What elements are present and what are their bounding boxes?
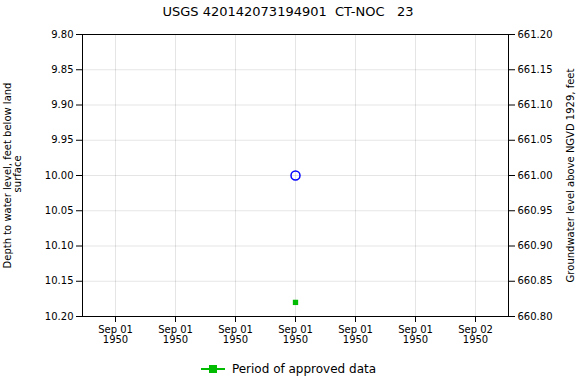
svg-text:Sep 011950: Sep 011950 [398, 324, 433, 345]
svg-text:9.90: 9.90 [51, 99, 73, 110]
svg-text:9.85: 9.85 [51, 64, 73, 75]
svg-text:9.80: 9.80 [51, 29, 73, 40]
svg-text:660.85: 660.85 [518, 275, 553, 286]
html-text:Period of approved data: Period of approved data [231, 362, 377, 376]
svg-text:Sep 011950: Sep 011950 [338, 324, 373, 345]
svg-text:10.00: 10.00 [45, 170, 74, 181]
svg-text:10.15: 10.15 [45, 275, 74, 286]
svg-text:Sep 021950: Sep 021950 [458, 324, 493, 345]
svg-text:660.95: 660.95 [518, 205, 553, 216]
svg-text:Sep 011950: Sep 011950 [218, 324, 253, 345]
svg-text:10.10: 10.10 [45, 240, 74, 251]
svg-text:660.90: 660.90 [518, 240, 553, 251]
svg-text:10.20: 10.20 [45, 311, 74, 322]
svg-text:661.20: 661.20 [518, 29, 553, 40]
svg-text:Groundwater level above NGVD 1: Groundwater level above NGVD 1929, feet [565, 69, 576, 283]
svg-text:661.00: 661.00 [518, 170, 553, 181]
svg-text:10.05: 10.05 [45, 205, 74, 216]
svg-text:Depth to water level, feet bel: Depth to water level, feet below land su… [2, 83, 23, 269]
svg-text:9.95: 9.95 [51, 134, 73, 145]
svg-text:Sep 011950: Sep 011950 [98, 324, 133, 345]
svg-text:661.10: 661.10 [518, 99, 553, 110]
svg-text:661.05: 661.05 [518, 134, 553, 145]
html-text:USGS 420142073194901 CT-NOC 23: USGS 420142073194901 CT-NOC 23 [162, 4, 414, 19]
svg-text:660.80: 660.80 [518, 311, 553, 322]
svg-text:Sep 011950: Sep 011950 [278, 324, 313, 345]
svg-text:Sep 011950: Sep 011950 [158, 324, 193, 345]
svg-text:661.15: 661.15 [518, 64, 553, 75]
